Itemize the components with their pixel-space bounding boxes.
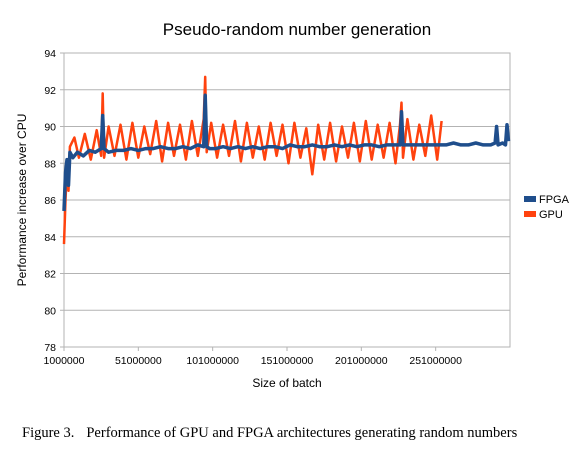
legend: FPGA GPU <box>524 194 570 221</box>
x-tick-label: 101000000 <box>186 355 239 367</box>
y-tick-label: 94 <box>44 48 56 60</box>
chart: Pseudo-random number generation 78 80 82 84… <box>15 20 570 390</box>
y-axis-title: Performance increase over CPU <box>15 114 29 287</box>
caption-text: Performance of GPU and FPGA architecture… <box>86 425 518 441</box>
legend-swatch-fpga <box>524 196 536 202</box>
y-tick-label: 80 <box>44 305 56 317</box>
x-tick-label: 251000000 <box>409 355 462 367</box>
y-axis-ticks: 78 80 82 84 86 88 90 92 94 <box>44 48 64 354</box>
legend-label-gpu: GPU <box>539 209 563 221</box>
x-axis-title: Size of batch <box>252 376 321 390</box>
y-tick-label: 84 <box>44 232 56 244</box>
y-tick-label: 78 <box>44 342 56 354</box>
chart-title: Pseudo-random number generation <box>163 20 431 39</box>
legend-swatch-gpu <box>524 211 536 217</box>
x-tick-label: 201000000 <box>335 355 388 367</box>
series-line-gpu <box>62 75 443 245</box>
y-tick-label: 86 <box>44 195 56 207</box>
figure-caption: Figure 3. Performance of GPU and FPGA arc… <box>22 424 562 442</box>
y-tick-label: 90 <box>44 122 56 134</box>
legend-label-fpga: FPGA <box>539 194 570 206</box>
gridlines <box>64 52 510 348</box>
series-line-fpga <box>62 93 511 212</box>
figure-number: Figure 3. <box>22 425 75 441</box>
y-tick-label: 88 <box>44 158 56 170</box>
x-tick-label: 151000000 <box>261 355 314 367</box>
series-layer <box>62 75 511 245</box>
x-tick-label: 51000000 <box>115 355 162 367</box>
y-tick-label: 82 <box>44 269 56 281</box>
x-axis-ticks: 1000000 51000000 101000000 151000000 2010000… <box>44 347 462 367</box>
y-tick-label: 92 <box>44 85 56 97</box>
x-tick-label: 1000000 <box>44 355 85 367</box>
